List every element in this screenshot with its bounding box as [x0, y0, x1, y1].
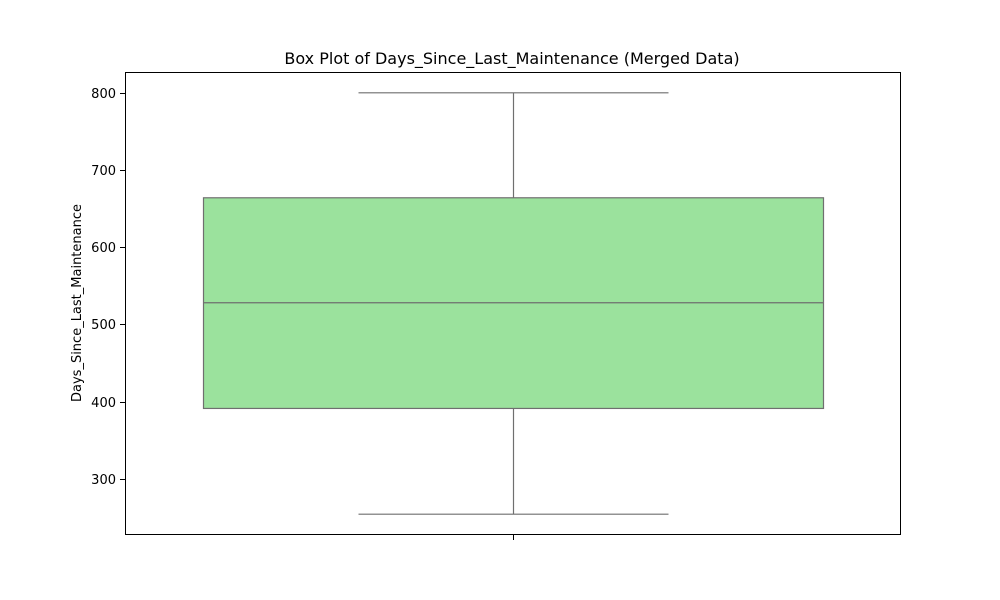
- y-tick-label: 600: [91, 241, 116, 256]
- plot-frame: [125, 72, 901, 535]
- y-tick-label: 700: [91, 164, 116, 179]
- plot-area: [202, 92, 825, 515]
- y-tick-label: 800: [91, 87, 116, 102]
- y-tick-label: 500: [91, 318, 116, 333]
- y-tick-label: 400: [91, 396, 116, 411]
- y-tick-label: 300: [91, 473, 116, 488]
- y-axis: 300 400 500 600 700 800: [91, 87, 125, 488]
- chart-title: Box Plot of Days_Since_Last_Maintenance …: [284, 49, 739, 69]
- y-axis-label: Days_Since_Last_Maintenance: [70, 204, 85, 402]
